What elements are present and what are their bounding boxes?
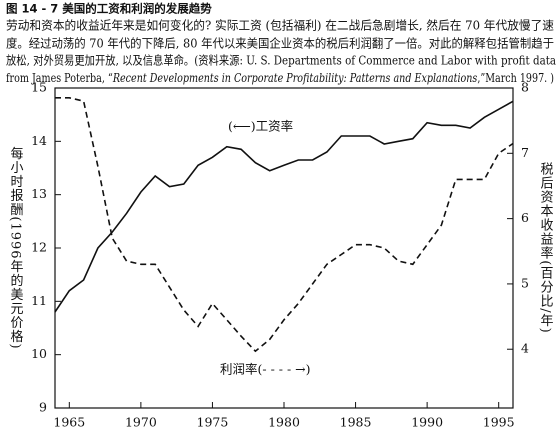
- x-tick-label: 1975: [197, 415, 229, 430]
- series-line: [54, 100, 514, 313]
- x-tick-label: 1985: [340, 415, 372, 430]
- y-tick-label: 10: [31, 346, 47, 361]
- y-tick-label: 11: [31, 293, 47, 308]
- x-tick-label: 1995: [483, 415, 515, 430]
- y-tick-label: 14: [31, 133, 47, 148]
- y2-tick-label: 8: [521, 80, 529, 95]
- series-line: [55, 97, 514, 353]
- caption-part: from James Poterba, “: [6, 71, 113, 85]
- y-axis-label: 每小时报酬(1996年的美元价格): [8, 146, 24, 350]
- plot-frame: [54, 87, 514, 409]
- x-tick-label: 1970: [125, 415, 157, 430]
- y2-tick-label: 7: [521, 145, 529, 160]
- y-tick-label: 15: [31, 80, 47, 95]
- caption-line: 劳动和资本的收益近年来是如何变化的? 实际工资 (包括福利) 在二战后急剧增长,…: [6, 18, 554, 33]
- x-tick-label: 1980: [268, 415, 300, 430]
- series-label: 利润率(- - - - →): [220, 362, 311, 377]
- y-tick-label: 13: [31, 186, 47, 201]
- caption-line: 放松, 对外贸易更加开放, 以及信息革命。(资料来源: U. S. Depart…: [6, 53, 556, 68]
- caption-line: from James Poterba, “Recent Developments…: [6, 71, 554, 85]
- x-tick-label: 1965: [53, 415, 85, 430]
- y-tick-label: 9: [39, 400, 47, 415]
- y2-tick-label: 4: [521, 341, 529, 356]
- y2-tick-label: 6: [521, 210, 529, 225]
- x-tick-label: 1990: [411, 415, 443, 430]
- y2-axis-label: 税后资本收益率(百分比/年): [538, 162, 554, 334]
- caption-part: ,”March 1997. ): [477, 71, 554, 85]
- y2-tick-label: 5: [521, 275, 529, 290]
- caption-line: 度。经过动荡的 70 年代的下降后, 80 年代以来美国企业资本的税后利润翻了一…: [6, 36, 554, 51]
- series-label: (⟵)工资率: [228, 119, 293, 134]
- y-tick-label: 12: [31, 240, 47, 255]
- caption-part: Recent Developments in Corporate Profita…: [112, 71, 477, 85]
- figure-title: 图 14 - 7 美国的工资和利润的发展趋势: [6, 2, 212, 16]
